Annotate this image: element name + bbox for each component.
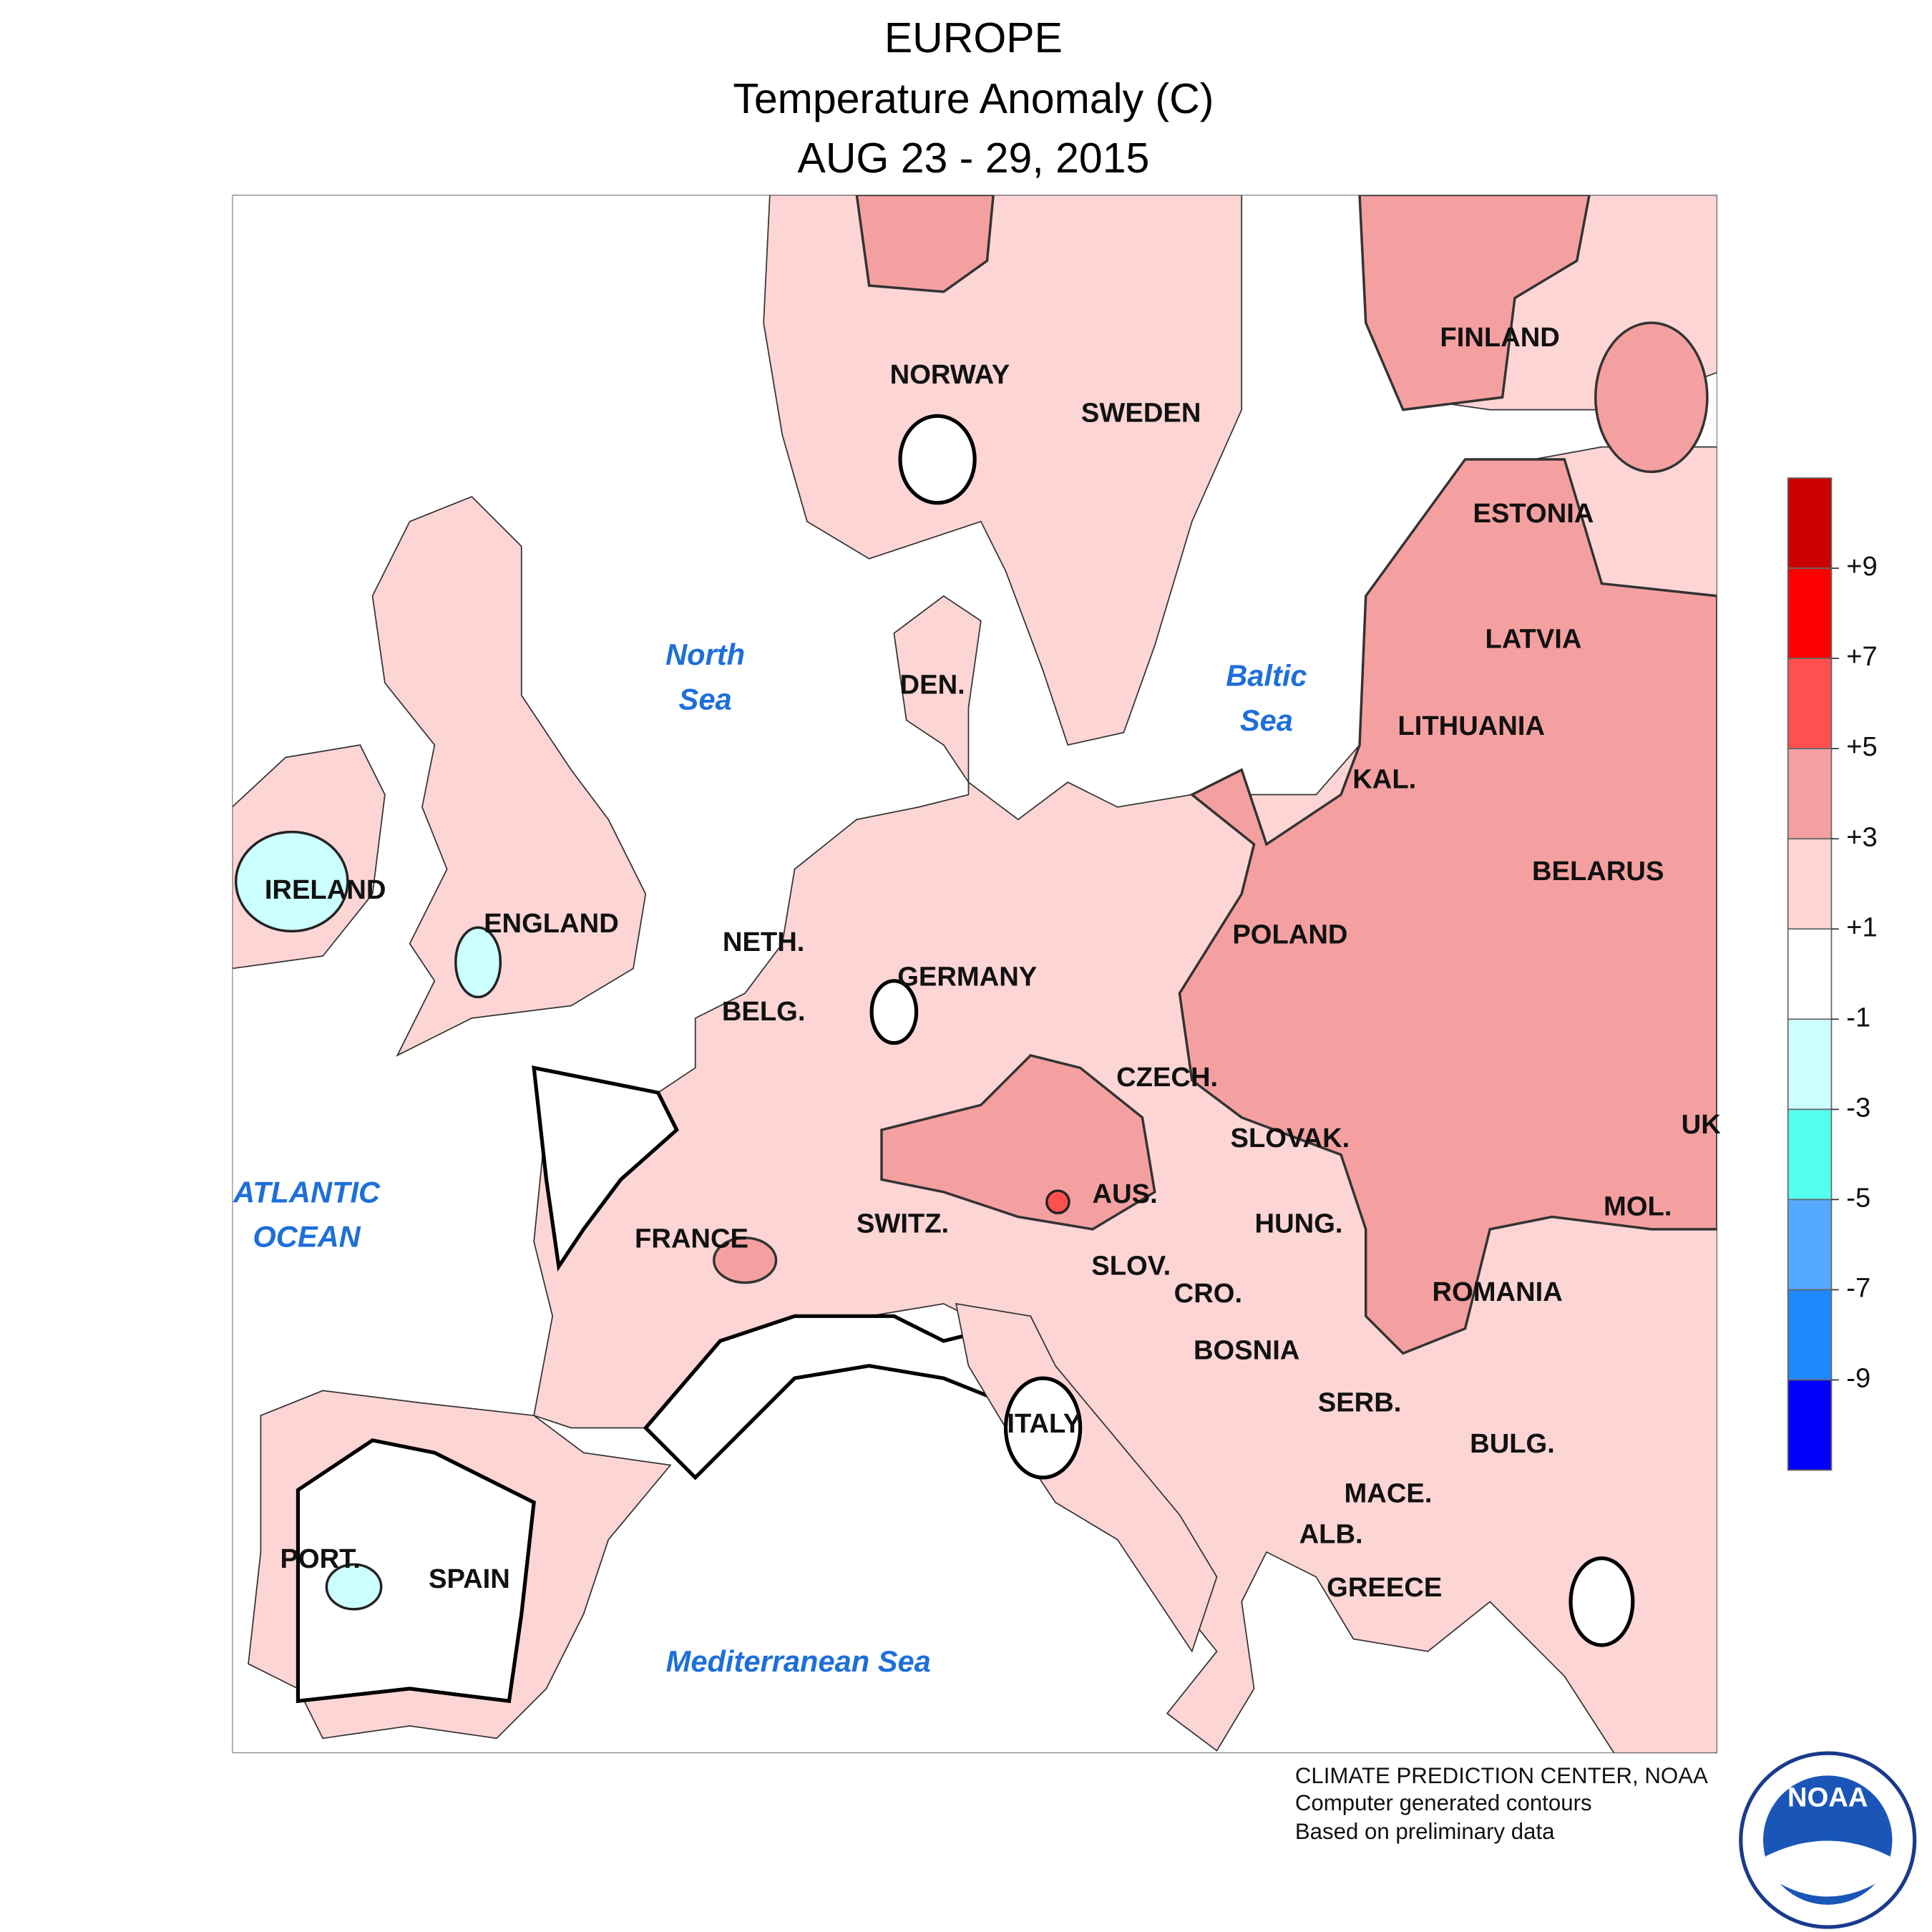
country-label: ESTONIA — [1473, 498, 1594, 529]
country-label: BELARUS — [1532, 856, 1664, 887]
contour-below-1 — [1568, 1556, 1635, 1647]
sea-label: Sea — [1240, 703, 1293, 737]
sea-label: ATLANTIC — [233, 1175, 381, 1209]
country-label: DEN. — [900, 670, 965, 701]
country-label: POLAND — [1232, 919, 1347, 950]
contour-cold — [454, 926, 502, 999]
country-label: HUNG. — [1255, 1209, 1343, 1239]
contour-3-5 — [1594, 321, 1709, 474]
contour-below-1 — [869, 979, 919, 1045]
legend-tick-label: +3 — [1846, 821, 1878, 852]
legend-tick-label: +1 — [1846, 912, 1878, 942]
legend-tick-label: +7 — [1846, 641, 1878, 672]
legend-swatch — [1787, 1199, 1833, 1291]
contour-cold — [234, 830, 349, 933]
legend-swatch — [1787, 477, 1833, 569]
country-label: SWITZ. — [857, 1209, 949, 1239]
noaa-logo: NOAA — [1739, 1751, 1917, 1929]
contour-below-1 — [1003, 1376, 1083, 1480]
footer-line: Based on preliminary data — [1295, 1819, 1555, 1844]
contour-cold — [325, 1563, 383, 1611]
labels: NORWAY SWEDEN FINLAND ESTONIA LATVIA LITHUANI… — [233, 322, 1721, 1678]
country-label: ROMANIA — [1433, 1277, 1563, 1307]
logo-text: NOAA — [1787, 1782, 1868, 1813]
legend-tick-label: +9 — [1846, 551, 1878, 582]
legend-swatch — [1787, 1289, 1833, 1381]
country-label: FINLAND — [1440, 322, 1559, 353]
period: AUG 23 - 29, 2015 — [797, 135, 1149, 182]
country-label: BELG. — [722, 996, 806, 1027]
footer-line: CLIMATE PREDICTION CENTER, NOAA — [1295, 1763, 1708, 1788]
map — [232, 195, 1717, 1754]
legend-swatch — [1787, 1108, 1833, 1201]
country-label: SPAIN — [429, 1563, 510, 1594]
legend-swatch — [1787, 1379, 1833, 1471]
country-label: MOL. — [1604, 1191, 1672, 1221]
contour-3-5 — [855, 195, 995, 293]
country-label: PORT. — [280, 1543, 360, 1574]
country-label: FRANCE — [635, 1224, 748, 1254]
contour-3-5 — [880, 1054, 1156, 1231]
legend-swatch — [1787, 838, 1833, 930]
legend: +9 +7 +5 +3 +1 -1 -3 -5 -7 -9 — [1787, 477, 1878, 1471]
sea-label: Sea — [679, 682, 732, 716]
country-label: ENGLAND — [484, 908, 619, 939]
country-label: CRO. — [1174, 1278, 1242, 1309]
country-label: SERB. — [1318, 1387, 1402, 1418]
footer-line: Computer generated contours — [1295, 1790, 1592, 1815]
country-label: SWEDEN — [1081, 398, 1201, 429]
country-label: NORWAY — [890, 359, 1010, 390]
country-label: LITHUANIA — [1397, 711, 1545, 741]
sea-label: OCEAN — [253, 1220, 361, 1254]
contour-5-7 — [1045, 1189, 1070, 1215]
legend-tick-label: -3 — [1846, 1092, 1870, 1123]
land — [763, 195, 1243, 746]
country-label: SLOVAK. — [1231, 1123, 1350, 1153]
sea-label: Mediterranean Sea — [666, 1644, 931, 1678]
sea-label: North — [665, 638, 745, 671]
contour-3-5 — [1358, 195, 1591, 411]
legend-swatch — [1787, 658, 1833, 750]
sea-label: Baltic — [1226, 658, 1307, 692]
country-label: NETH. — [723, 927, 804, 957]
legend-swatch — [1787, 567, 1833, 660]
contour-below-1 — [296, 1438, 536, 1704]
legend-swatch — [1787, 748, 1833, 840]
country-label: ITALY — [1007, 1408, 1081, 1439]
land — [371, 496, 647, 1057]
legend-tick-label: -9 — [1846, 1363, 1870, 1394]
country-label: MACE. — [1344, 1478, 1432, 1508]
legend-swatch — [1787, 928, 1833, 1020]
legend-tick-label: -5 — [1846, 1182, 1870, 1213]
subtitle: Temperature Anomaly (C) — [733, 75, 1214, 122]
legend-tick-label: +5 — [1846, 731, 1878, 762]
contour-3-5 — [1178, 458, 1717, 1355]
country-label: LATVIA — [1485, 623, 1582, 654]
country-label: GERMANY — [897, 961, 1037, 992]
country-label: KAL. — [1352, 764, 1416, 795]
country-label: ALB. — [1299, 1519, 1363, 1550]
country-label: AUS. — [1093, 1179, 1158, 1209]
contour-below-1 — [898, 414, 977, 505]
contour-below-1 — [532, 1065, 679, 1272]
country-label: IRELAND — [265, 874, 386, 905]
country-label: UK — [1682, 1109, 1722, 1140]
title: EUROPE — [884, 14, 1063, 62]
contour-3-5 — [713, 1236, 778, 1284]
legend-tick-label: -1 — [1846, 1002, 1870, 1033]
country-label: CZECH. — [1116, 1062, 1218, 1093]
country-label: GREECE — [1327, 1572, 1442, 1603]
legend-swatch — [1787, 1018, 1833, 1111]
country-label: BULG. — [1470, 1428, 1555, 1459]
legend-tick-label: -7 — [1846, 1272, 1870, 1303]
country-label: BOSNIA — [1194, 1335, 1299, 1366]
country-label: SLOV. — [1091, 1251, 1171, 1282]
